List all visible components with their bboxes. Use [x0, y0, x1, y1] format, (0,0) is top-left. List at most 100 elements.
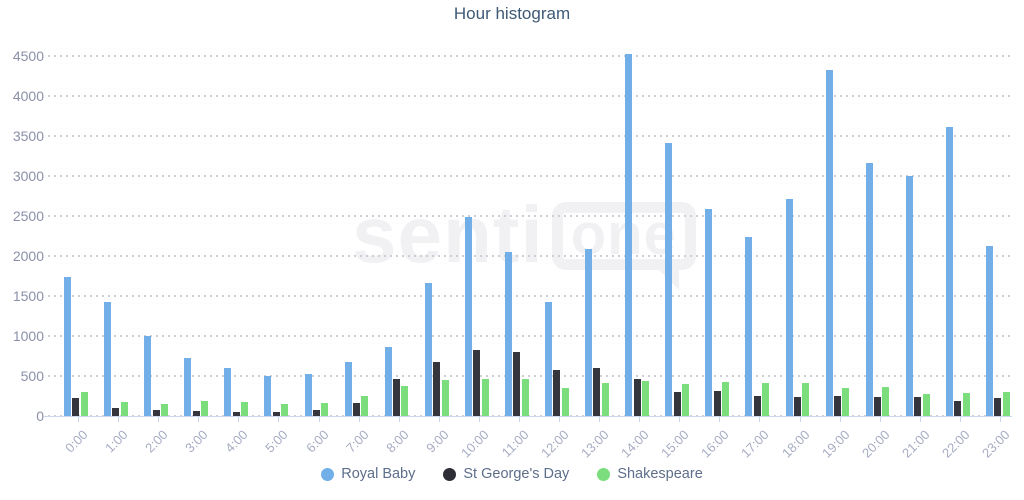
- bar-st-george-s-day-19-00[interactable]: [833, 396, 841, 416]
- bar-royal-baby-6-00[interactable]: [304, 374, 312, 416]
- x-axis-label-1-00: 1:00: [102, 427, 131, 456]
- bar-royal-baby-7-00[interactable]: [344, 362, 352, 416]
- bar-st-george-s-day-23-00[interactable]: [994, 398, 1002, 416]
- bar-st-george-s-day-20-00[interactable]: [874, 396, 882, 416]
- bar-shakespeare-12-00[interactable]: [561, 387, 569, 416]
- bar-royal-baby-15-00[interactable]: [665, 143, 673, 416]
- x-axis-tick-4-00: [238, 417, 240, 422]
- x-axis-label-6-00: 6:00: [302, 427, 332, 456]
- bar-royal-baby-22-00[interactable]: [945, 126, 953, 416]
- bar-st-george-s-day-0-00[interactable]: [72, 398, 80, 416]
- bar-royal-baby-21-00[interactable]: [905, 176, 913, 416]
- bar-shakespeare-5-00[interactable]: [281, 404, 289, 416]
- bar-st-george-s-day-6-00[interactable]: [312, 410, 320, 416]
- bar-shakespeare-4-00[interactable]: [241, 402, 249, 416]
- x-axis-tick-22-00: [959, 417, 961, 422]
- bar-royal-baby-14-00[interactable]: [625, 54, 633, 416]
- bar-royal-baby-4-00[interactable]: [224, 368, 232, 416]
- x-axis-label-20-00: 20:00: [858, 427, 893, 461]
- y-axis-label-0: 0: [36, 408, 44, 424]
- y-axis-label-2500: 2500: [12, 208, 44, 224]
- x-axis-tick-6-00: [318, 417, 320, 422]
- legend-item-st-george-s-day[interactable]: St George's Day: [443, 466, 569, 482]
- bar-royal-baby-0-00[interactable]: [64, 276, 71, 416]
- bar-st-george-s-day-14-00[interactable]: [633, 379, 641, 416]
- bar-st-george-s-day-8-00[interactable]: [393, 379, 401, 416]
- bar-shakespeare-7-00[interactable]: [361, 395, 369, 416]
- bar-shakespeare-22-00[interactable]: [962, 392, 970, 416]
- bar-st-george-s-day-1-00[interactable]: [112, 408, 120, 416]
- gridline-2500: [48, 215, 1012, 217]
- gridline-4500: [48, 55, 1012, 57]
- bar-shakespeare-11-00[interactable]: [521, 379, 529, 416]
- bar-shakespeare-20-00[interactable]: [882, 387, 890, 416]
- x-axis-tick-8-00: [398, 417, 400, 422]
- x-axis-label-13-00: 13:00: [578, 427, 612, 461]
- bar-shakespeare-10-00[interactable]: [481, 378, 489, 416]
- bar-shakespeare-8-00[interactable]: [401, 386, 409, 416]
- bar-st-george-s-day-18-00[interactable]: [793, 396, 801, 416]
- bar-st-george-s-day-16-00[interactable]: [713, 390, 721, 416]
- bar-st-george-s-day-17-00[interactable]: [753, 396, 761, 416]
- bar-st-george-s-day-11-00[interactable]: [513, 351, 521, 416]
- bar-royal-baby-10-00[interactable]: [464, 217, 472, 416]
- x-axis-label-19-00: 19:00: [818, 427, 853, 461]
- bar-royal-baby-17-00[interactable]: [745, 237, 753, 416]
- bar-st-george-s-day-15-00[interactable]: [673, 391, 681, 416]
- bar-shakespeare-23-00[interactable]: [1002, 392, 1010, 416]
- bar-royal-baby-8-00[interactable]: [384, 347, 392, 416]
- bar-royal-baby-16-00[interactable]: [705, 209, 713, 416]
- bar-shakespeare-18-00[interactable]: [802, 382, 810, 416]
- bar-royal-baby-12-00[interactable]: [545, 302, 552, 416]
- bar-royal-baby-2-00[interactable]: [144, 336, 152, 416]
- bar-shakespeare-14-00[interactable]: [641, 381, 649, 416]
- bar-shakespeare-6-00[interactable]: [321, 402, 329, 416]
- legend-marker-st-george-s-day-icon: [443, 467, 457, 481]
- x-axis-tick-21-00: [919, 417, 921, 422]
- bar-st-george-s-day-12-00[interactable]: [553, 370, 561, 416]
- legend-label-shakespeare: Shakespeare: [617, 466, 703, 482]
- bar-shakespeare-17-00[interactable]: [762, 383, 770, 416]
- y-axis-label-1500: 1500: [12, 288, 44, 304]
- bar-st-george-s-day-13-00[interactable]: [593, 368, 601, 416]
- bar-st-george-s-day-3-00[interactable]: [192, 411, 200, 416]
- bar-shakespeare-21-00[interactable]: [922, 393, 930, 416]
- bar-shakespeare-16-00[interactable]: [722, 381, 730, 416]
- bar-shakespeare-3-00[interactable]: [201, 401, 209, 416]
- legend-item-shakespeare[interactable]: Shakespeare: [597, 466, 703, 482]
- chart-title: Hour histogram: [453, 4, 571, 23]
- x-axis-label-9-00: 9:00: [422, 427, 452, 456]
- bar-shakespeare-15-00[interactable]: [682, 383, 690, 416]
- bar-royal-baby-19-00[interactable]: [825, 70, 833, 416]
- bar-royal-baby-23-00[interactable]: [985, 245, 993, 416]
- bar-shakespeare-1-00[interactable]: [120, 402, 128, 416]
- bar-st-george-s-day-21-00[interactable]: [914, 397, 922, 416]
- bar-royal-baby-11-00[interactable]: [504, 251, 512, 416]
- x-axis-label-11-00: 11:00: [498, 427, 532, 460]
- x-axis-tick-14-00: [639, 417, 641, 422]
- bar-royal-baby-1-00[interactable]: [104, 301, 112, 416]
- bar-royal-baby-20-00[interactable]: [865, 162, 873, 416]
- bar-shakespeare-19-00[interactable]: [842, 388, 850, 416]
- bar-royal-baby-3-00[interactable]: [184, 358, 192, 416]
- bar-shakespeare-0-00[interactable]: [80, 392, 88, 416]
- bar-shakespeare-13-00[interactable]: [601, 382, 609, 416]
- bar-shakespeare-2-00[interactable]: [160, 404, 168, 416]
- x-axis-tick-11-00: [518, 417, 520, 422]
- bar-st-george-s-day-22-00[interactable]: [954, 401, 962, 416]
- gridline-3500: [48, 135, 1012, 137]
- bar-royal-baby-13-00[interactable]: [585, 249, 593, 416]
- bar-royal-baby-9-00[interactable]: [424, 282, 432, 416]
- bar-royal-baby-18-00[interactable]: [785, 198, 793, 416]
- bar-st-george-s-day-7-00[interactable]: [352, 402, 360, 416]
- bar-royal-baby-5-00[interactable]: [264, 375, 272, 416]
- bar-st-george-s-day-10-00[interactable]: [473, 350, 481, 416]
- x-axis-label-22-00: 22:00: [938, 427, 973, 461]
- bar-shakespeare-9-00[interactable]: [441, 380, 449, 416]
- x-axis-tick-19-00: [839, 417, 841, 422]
- bar-st-george-s-day-4-00[interactable]: [232, 411, 240, 416]
- bar-st-george-s-day-2-00[interactable]: [152, 410, 160, 416]
- bar-st-george-s-day-5-00[interactable]: [272, 412, 280, 416]
- legend-item-royal-baby[interactable]: Royal Baby: [321, 466, 415, 482]
- bar-st-george-s-day-9-00[interactable]: [433, 361, 441, 416]
